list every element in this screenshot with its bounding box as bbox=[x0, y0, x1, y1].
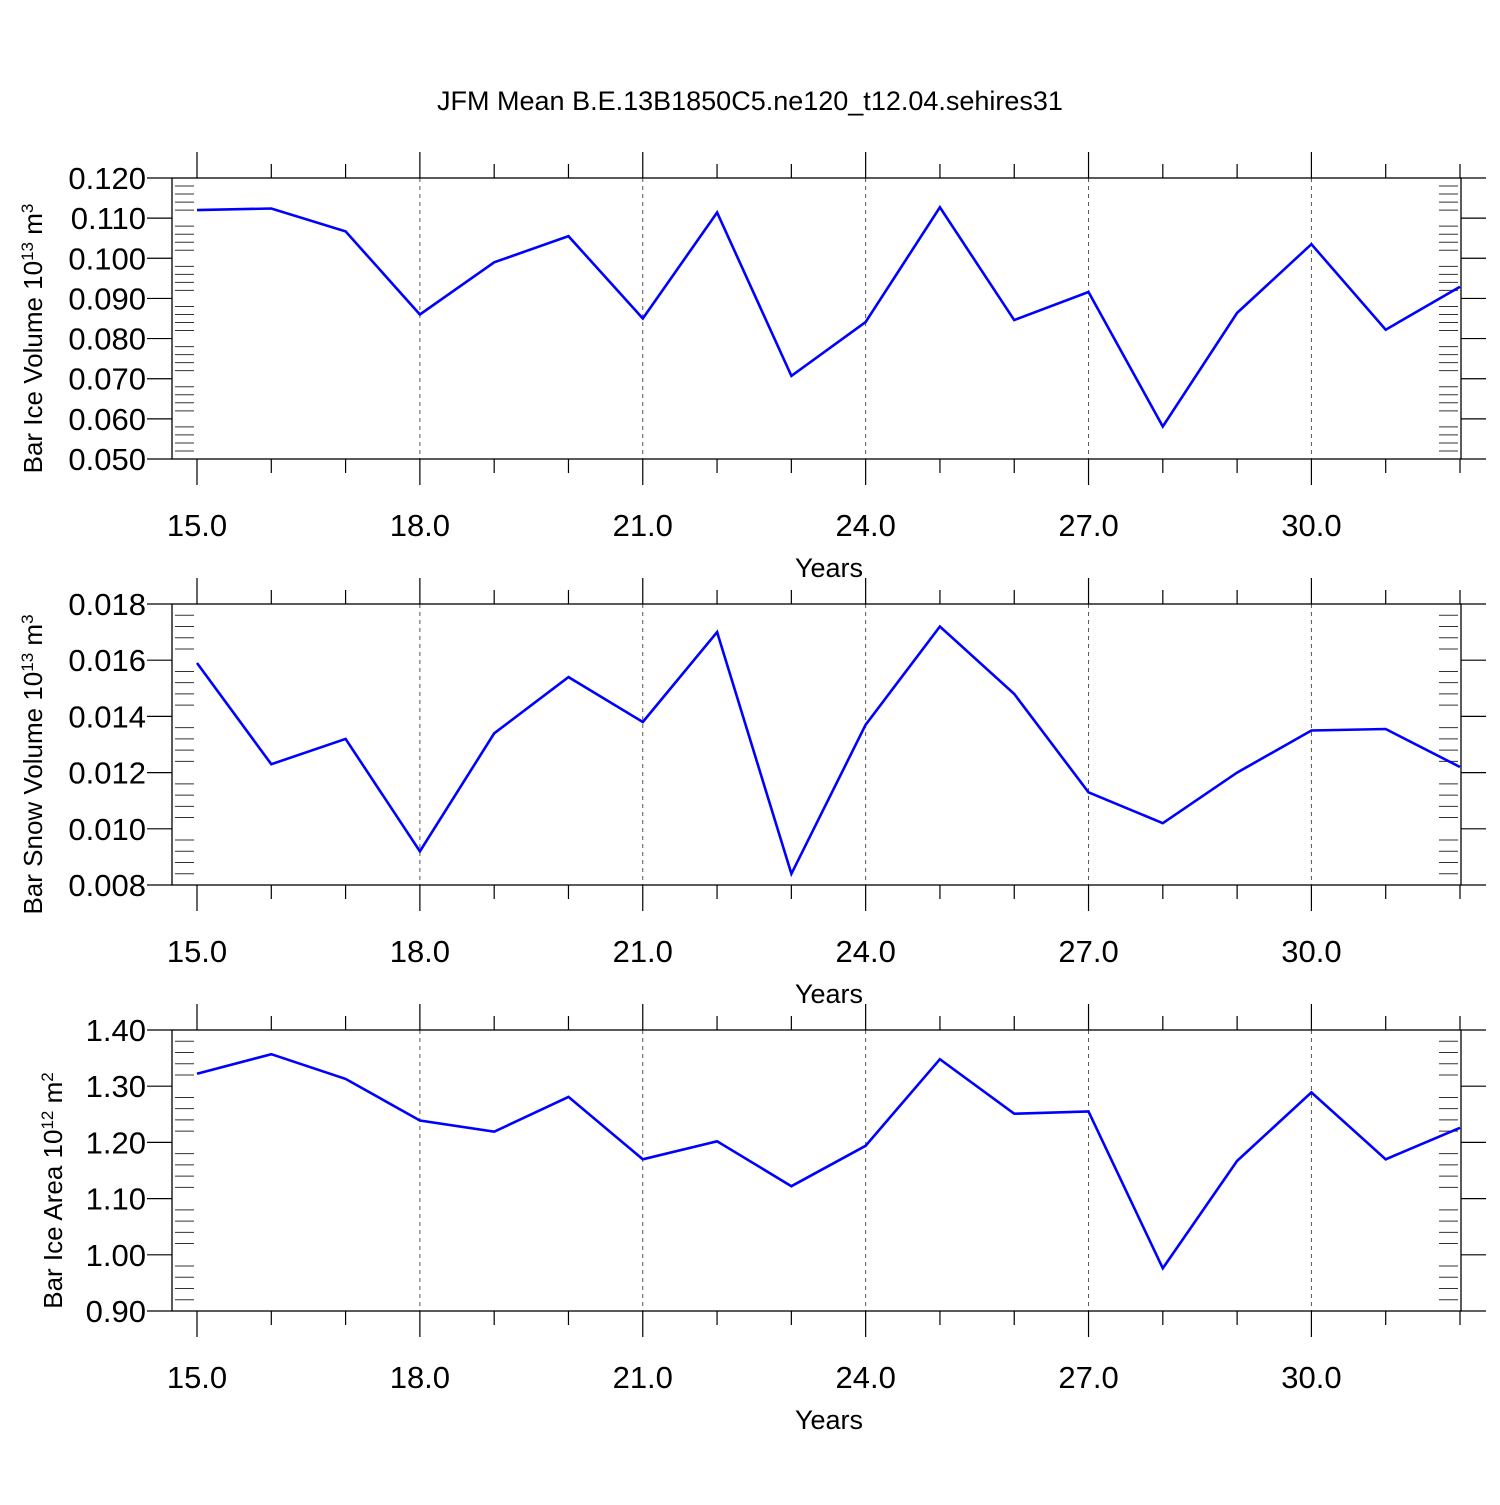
panel-3-x-tick-label: 24.0 bbox=[835, 1360, 895, 1395]
panel-3-y-tick-label: 1.40 bbox=[86, 1013, 146, 1048]
panel-2-series-line bbox=[195, 624, 1461, 878]
panel-1-x-tick-label: 15.0 bbox=[167, 508, 227, 543]
panel-3-y-tick-label: 1.00 bbox=[86, 1238, 146, 1273]
panel-2-y-tick-label: 0.016 bbox=[68, 643, 146, 678]
panel-1-series-line bbox=[196, 204, 1461, 430]
panel-1-x-tick-label: 18.0 bbox=[390, 508, 450, 543]
panel-1-x-axis-label: Years bbox=[795, 553, 863, 583]
panel-2-y-tick-label: 0.012 bbox=[68, 756, 146, 791]
panel-1-y-tick-label: 0.070 bbox=[68, 362, 146, 397]
panel-2-x-tick-label: 30.0 bbox=[1281, 934, 1341, 969]
panel-3-x-tick-label: 30.0 bbox=[1281, 1360, 1341, 1395]
panel-2-y-tick-label: 0.018 bbox=[68, 587, 146, 622]
panel-3-x-tick-label: 21.0 bbox=[613, 1360, 673, 1395]
panel-1-x-tick-label: 30.0 bbox=[1281, 508, 1341, 543]
panel-2-x-tick-label: 24.0 bbox=[835, 934, 895, 969]
panel-3-x-tick-label: 15.0 bbox=[167, 1360, 227, 1395]
panel-1-y-tick-label: 0.100 bbox=[68, 241, 146, 276]
panel-3-y-tick-label: 1.30 bbox=[86, 1069, 146, 1104]
panel-3-y-tick-label: 0.90 bbox=[86, 1294, 146, 1329]
panel-2-x-tick-label: 15.0 bbox=[167, 934, 227, 969]
panel-1-x-tick-label: 21.0 bbox=[613, 508, 673, 543]
panel-1-y-tick-label: 0.110 bbox=[71, 201, 146, 236]
panel-1-y-axis-label: Bar Ice Volume 1013 m3 bbox=[18, 204, 49, 474]
panel-1-x-tick-label: 24.0 bbox=[835, 508, 895, 543]
panel-1-frame bbox=[171, 177, 1462, 460]
panel-3-series-line bbox=[196, 1052, 1461, 1271]
panel-2-x-axis-label: Years bbox=[795, 979, 863, 1009]
panel-1-x-tick-label: 27.0 bbox=[1058, 508, 1118, 543]
panel-1-y-tick-label: 0.050 bbox=[68, 442, 146, 477]
panel-1-y-tick-label: 0.060 bbox=[68, 402, 146, 437]
panel-3-x-tick-label: 18.0 bbox=[390, 1360, 450, 1395]
panel-2-y-tick-label: 0.010 bbox=[68, 812, 146, 847]
panel-2-y-axis-label: Bar Snow Volume 1013 m3 bbox=[18, 614, 49, 914]
figure-title: JFM Mean B.E.13B1850C5.ne120_t12.04.sehi… bbox=[437, 86, 1063, 116]
panel-2-x-tick-label: 21.0 bbox=[613, 934, 673, 969]
panel-3-x-tick-label: 27.0 bbox=[1058, 1360, 1118, 1395]
panel-3-y-axis-label: Bar Ice Area 1012 m2 bbox=[38, 1072, 69, 1309]
panel-3-x-axis-label: Years bbox=[795, 1405, 863, 1435]
panel-2-y-tick-label: 0.008 bbox=[68, 868, 146, 903]
panel-2-frame bbox=[171, 603, 1462, 886]
panel-1-y-tick-label: 0.120 bbox=[68, 161, 146, 196]
panel-3-frame bbox=[171, 1029, 1462, 1312]
panel-2-x-tick-label: 18.0 bbox=[390, 934, 450, 969]
panel-3-y-tick-label: 1.20 bbox=[86, 1125, 146, 1160]
panel-1-y-tick-label: 0.090 bbox=[68, 281, 146, 316]
panel-2-x-tick-label: 27.0 bbox=[1058, 934, 1118, 969]
panel-2-y-tick-label: 0.014 bbox=[68, 699, 146, 734]
panel-3-y-tick-label: 1.10 bbox=[86, 1182, 146, 1217]
panel-1-y-tick-label: 0.080 bbox=[68, 322, 146, 357]
